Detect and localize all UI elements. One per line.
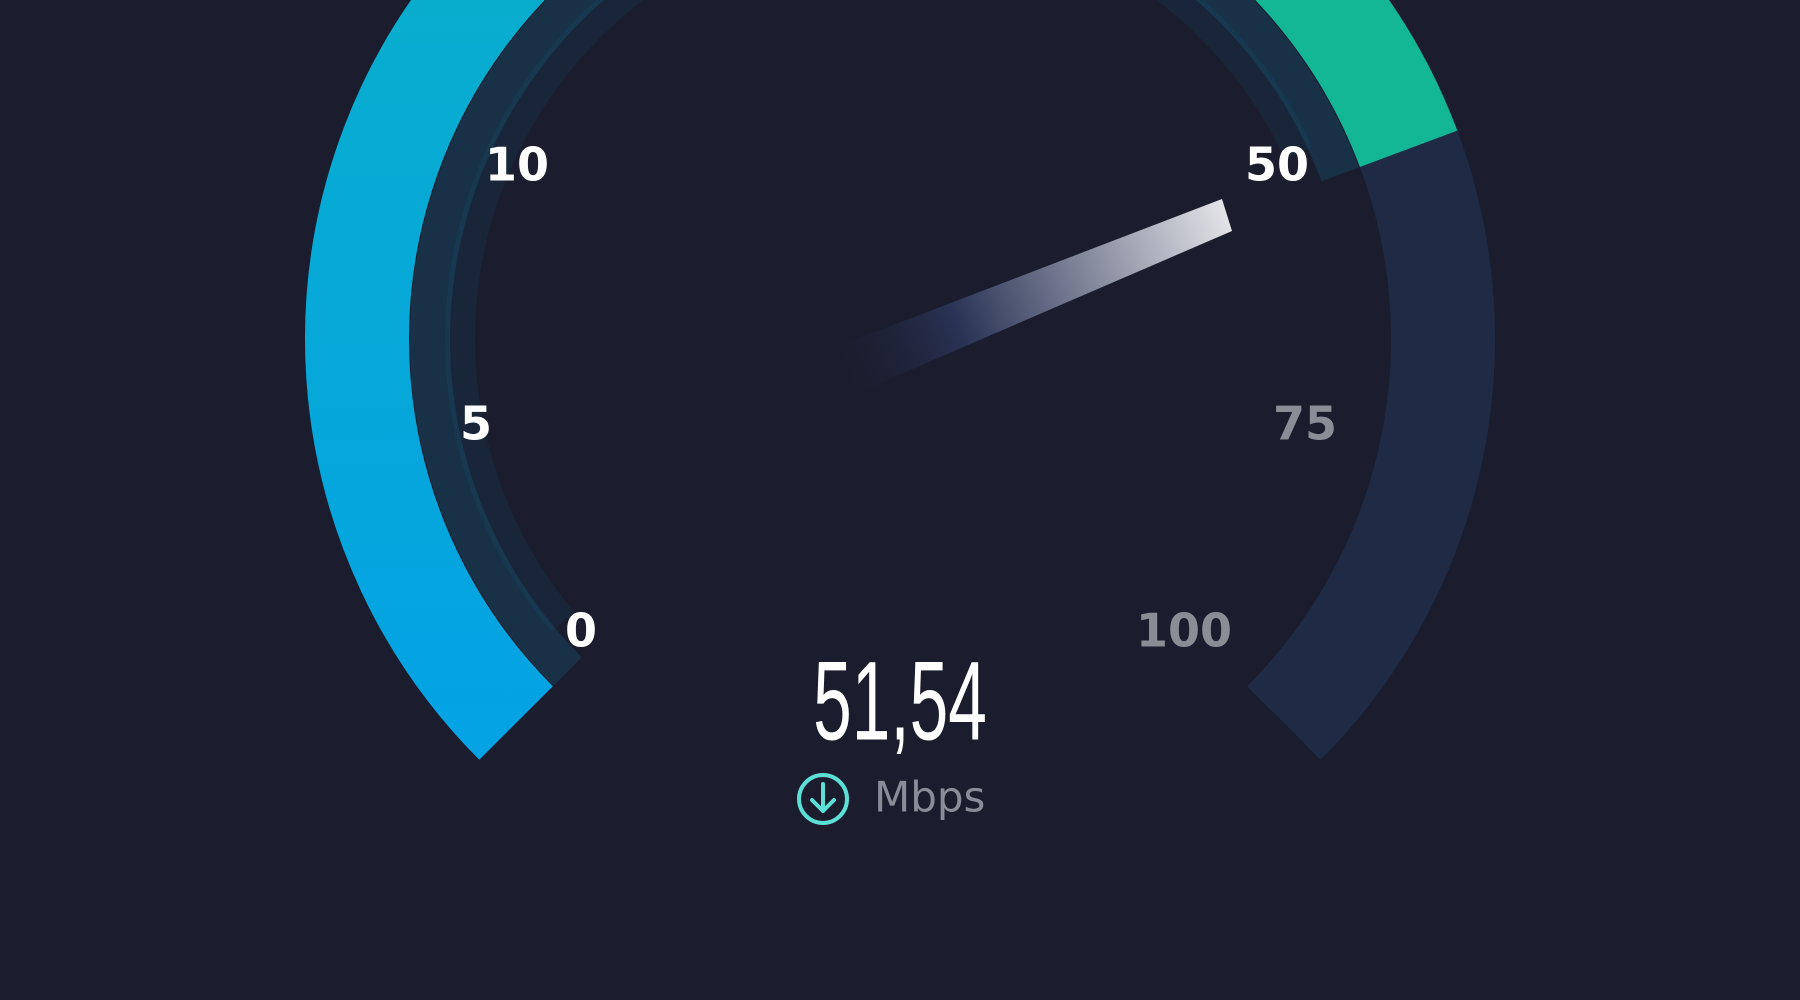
tick-label: 50 xyxy=(1245,138,1309,192)
gauge-arc xyxy=(1246,130,1495,760)
gauge-arcs xyxy=(305,0,1495,760)
download-icon xyxy=(797,773,849,825)
tick-label: 10 xyxy=(485,138,549,192)
tick-label: 100 xyxy=(1136,604,1232,658)
needle xyxy=(828,199,1232,396)
gauge-arc xyxy=(305,0,553,760)
gauge-arc xyxy=(410,0,1359,686)
gauge-arc xyxy=(445,0,1313,632)
tick-label: 0 xyxy=(565,604,597,658)
tick-label: 75 xyxy=(1273,397,1337,451)
speed-reading: 51,54 xyxy=(813,639,987,764)
tick-label: 5 xyxy=(460,397,492,451)
unit-label: Mbps xyxy=(874,773,985,822)
gauge-arc xyxy=(1255,0,1458,168)
